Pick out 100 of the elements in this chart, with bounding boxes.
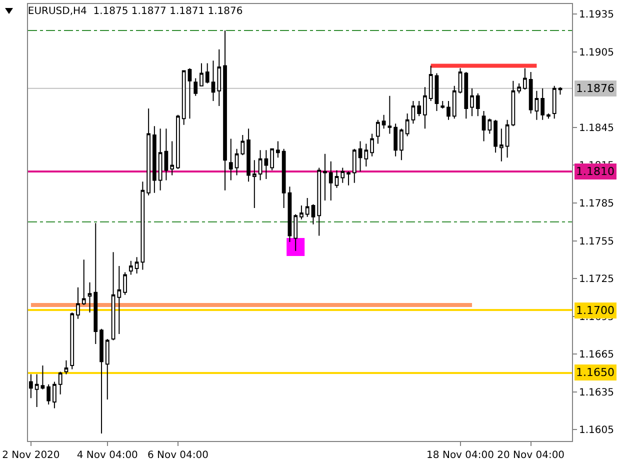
- candlestick: [334, 170, 339, 188]
- candlestick: [452, 85, 456, 120]
- candlestick: [76, 286, 80, 320]
- candlestick: [164, 128, 168, 181]
- candlestick: [540, 88, 545, 120]
- y-tick-label: 1.1755: [579, 236, 614, 248]
- y-tick-label: 1.1935: [579, 10, 614, 21]
- candlestick: [470, 88, 474, 117]
- candlestick: [476, 92, 480, 117]
- candlestick: [152, 126, 156, 194]
- x-tick-label: 2 Nov 2020: [2, 450, 60, 461]
- x-tick-label: 20 Nov 04:00: [497, 450, 565, 461]
- candlestick: [300, 205, 304, 220]
- candlestick: [428, 65, 433, 102]
- candlestick: [394, 123, 398, 157]
- candlestick: [405, 113, 410, 137]
- candlestick: [317, 167, 322, 236]
- candlestick: [400, 128, 404, 161]
- y-tick-label: 1.1905: [579, 47, 614, 58]
- candlestick: [282, 148, 286, 209]
- candlestick: [40, 364, 45, 390]
- candlestick: [464, 72, 468, 120]
- candlestick: [52, 381, 56, 409]
- candlestick: [511, 80, 516, 127]
- candlestick: [100, 328, 104, 434]
- candlestick: [158, 128, 162, 191]
- candlestick: [417, 100, 422, 117]
- candlestick: [140, 181, 145, 270]
- candlestick: [70, 312, 74, 370]
- candlestick: [411, 100, 416, 124]
- candlestick: [146, 108, 150, 196]
- candlestick: [176, 114, 180, 170]
- candlestick: [340, 167, 345, 184]
- candlestick: [499, 128, 504, 162]
- candlestick: [240, 134, 245, 156]
- candlestick: [311, 204, 316, 225]
- candlestick: [364, 143, 368, 167]
- candlestick: [252, 160, 256, 209]
- y-tick-label: 1.1605: [579, 425, 614, 436]
- candlestick: [305, 197, 310, 218]
- candlestick: [528, 72, 533, 114]
- candlestick: [205, 62, 210, 84]
- candlestick: [128, 260, 133, 276]
- candlestick: [276, 140, 280, 158]
- y-tick-label: 1.1725: [579, 274, 614, 286]
- candlestick: [46, 384, 51, 405]
- candlestick: [388, 95, 392, 134]
- candlestick: [64, 360, 68, 375]
- ref-line-label: 1.1650: [576, 366, 614, 379]
- candlestick: [105, 338, 110, 400]
- candlestick: [423, 86, 427, 130]
- ref-line-label: 1.1700: [576, 304, 614, 317]
- candlestick: [200, 62, 204, 86]
- candlestick: [358, 140, 362, 172]
- y-tick-label: 1.1635: [579, 387, 614, 398]
- candlestick: [488, 118, 492, 134]
- candlestick: [111, 252, 116, 341]
- candlestick: [29, 374, 33, 399]
- candlestick: [323, 153, 327, 201]
- x-tick-label: 18 Nov 04:00: [426, 450, 494, 461]
- candlestick: [534, 90, 539, 120]
- candlestick: [217, 48, 222, 107]
- candlestick: [434, 72, 439, 112]
- candlestick: [352, 148, 356, 184]
- candlestick: [117, 265, 122, 334]
- candlestick: [517, 82, 522, 94]
- candlestick: [223, 30, 227, 191]
- candlestick: [494, 119, 498, 154]
- y-tick-label: 1.1845: [579, 122, 614, 134]
- candlestick: [123, 272, 127, 296]
- candlestick: [246, 128, 250, 182]
- candlestick: [440, 100, 445, 110]
- chart-title: EURUSD,H4 1.1875 1.1877 1.1871 1.1876: [28, 6, 243, 17]
- ref-line-label: 1.1810: [576, 165, 614, 178]
- candlestick: [558, 86, 562, 96]
- candlestick: [234, 148, 239, 176]
- candlestick: [170, 140, 174, 176]
- candlestick: [88, 282, 92, 314]
- candlestick: [258, 150, 262, 181]
- candlestick: [94, 222, 98, 345]
- candlestick: [505, 119, 510, 158]
- candlestick: [523, 68, 527, 90]
- ref-line-label: 1.1876: [576, 82, 614, 95]
- candlestick: [194, 78, 198, 96]
- candlestick: [546, 113, 550, 120]
- candlestick: [211, 60, 216, 102]
- candlestick: [370, 133, 374, 157]
- candlestick: [294, 214, 298, 252]
- x-tick-label: 6 Nov 04:00: [147, 450, 208, 461]
- y-tick-label: 1.1785: [579, 198, 614, 210]
- candlestick: [552, 85, 556, 120]
- candlestick: [376, 119, 380, 144]
- candlestick: [228, 138, 233, 181]
- candlestick: [382, 114, 386, 130]
- candlestick: [458, 68, 462, 94]
- candlestick: [82, 259, 86, 306]
- candlestick: [182, 70, 186, 126]
- candlestick: [446, 100, 450, 120]
- candlestick: [288, 186, 292, 243]
- candlestick: [58, 371, 62, 395]
